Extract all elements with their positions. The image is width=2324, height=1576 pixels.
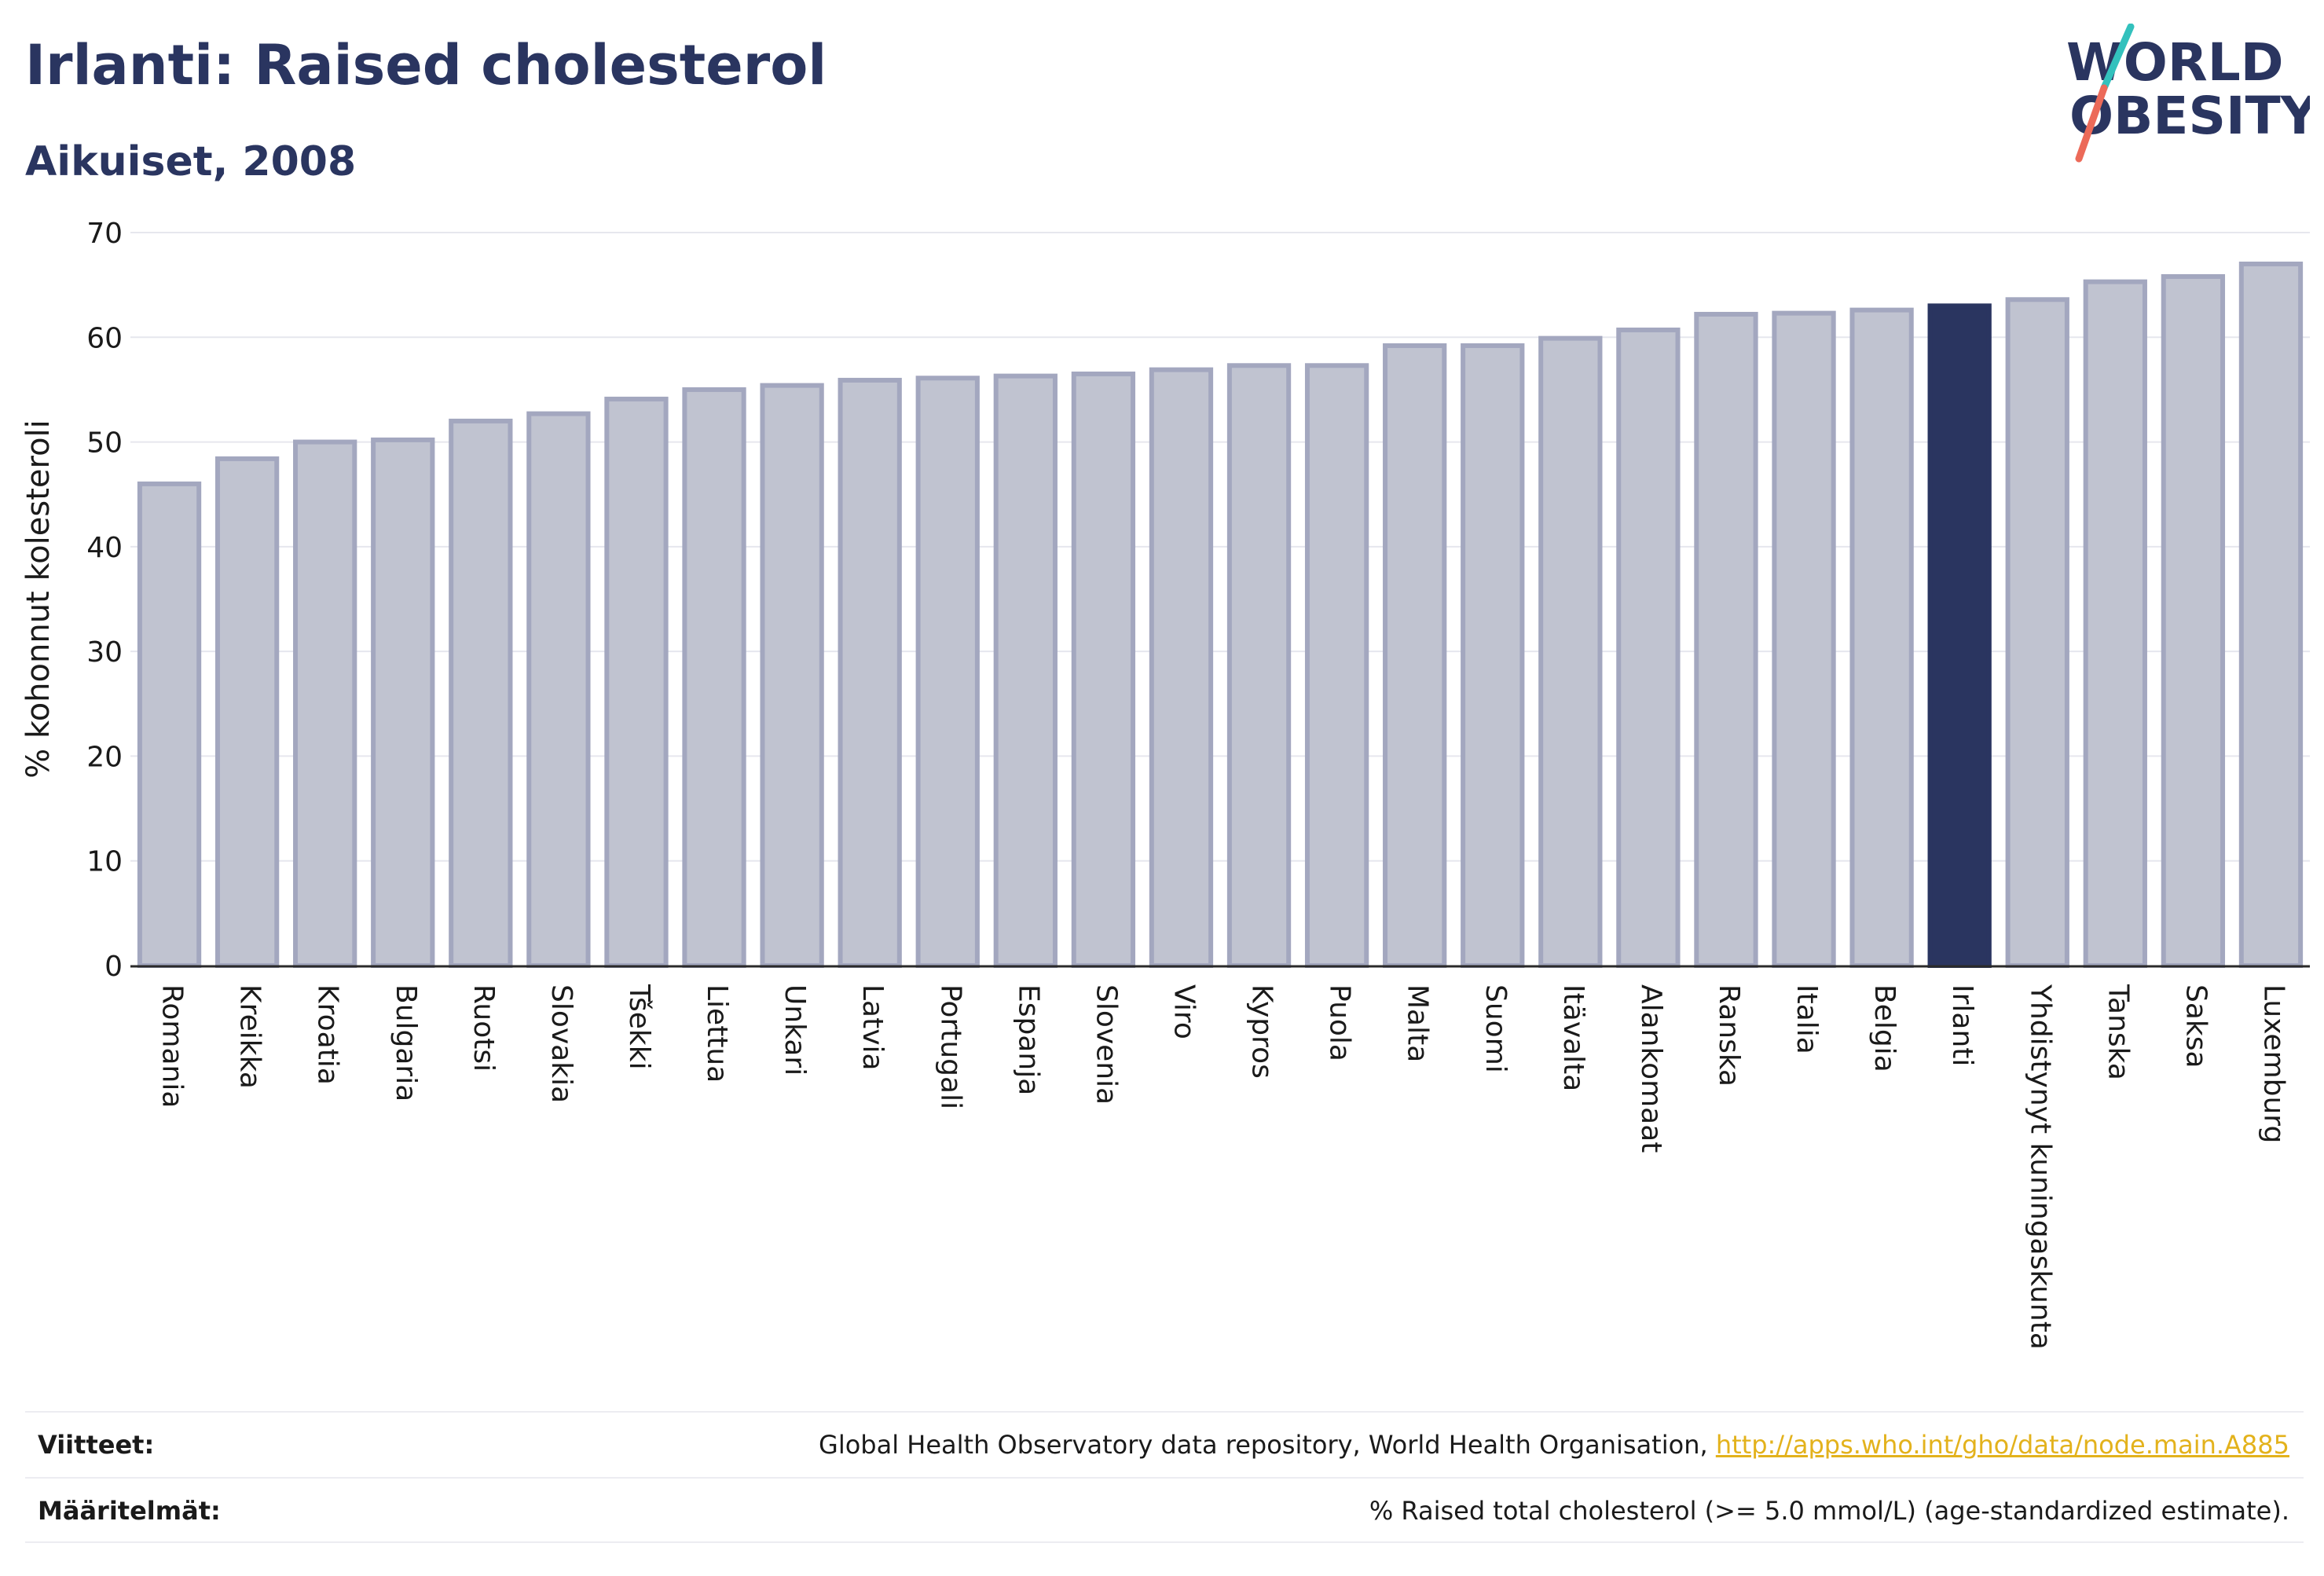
x-tick-label: Latvia: [856, 984, 889, 1071]
x-tick-label: Unkari: [779, 984, 811, 1076]
bar-itävalta: [1538, 335, 1603, 968]
logo-slash-bottom: [2075, 84, 2108, 163]
bar-latvia: [838, 377, 902, 968]
y-tick-label: 0: [104, 951, 123, 983]
bar-kroatia: [293, 439, 357, 968]
bar-espanja: [993, 373, 1058, 968]
bar-unkari: [760, 383, 824, 968]
x-tick-label: Liettua: [701, 984, 733, 1083]
bar-kypros: [1226, 363, 1292, 969]
sources-label: Viitteet:: [38, 1430, 155, 1460]
bar-belgia: [1849, 307, 1914, 969]
x-tick-label: Suomi: [1479, 984, 1512, 1073]
bar-ranska: [1694, 311, 1758, 969]
bar-chart: 0 10 20 30 40 50 60 70 Romania Kreikka Kroatia Bul…: [20, 218, 2310, 1350]
bar-tanska: [2083, 279, 2147, 968]
bar-ruotsi: [449, 418, 513, 968]
x-tick-label: Slovakia: [545, 984, 577, 1103]
bar-saksa: [2161, 273, 2226, 969]
bar-luxemburg: [2238, 261, 2304, 968]
x-tick-label: Yhdistynyt kuningaskunta: [2024, 984, 2056, 1350]
y-tick-label: 30: [86, 636, 123, 669]
x-tick-label: Tšekki: [623, 984, 655, 1070]
sources-text-wrap: Global Health Observatory data repositor…: [819, 1430, 2289, 1460]
footer-sources-row: Viitteet: Global Health Observatory data…: [25, 1430, 2304, 1464]
y-tick-label: 10: [86, 846, 123, 878]
x-tick-label: Belgia: [1868, 984, 1901, 1072]
bar-italia: [1772, 310, 1836, 968]
x-tick-labels: Romania Kreikka Kroatia Bulgaria Ruotsi Slova…: [156, 984, 2290, 1350]
y-tick-label: 20: [86, 741, 123, 773]
bar-irlanti: [1927, 303, 1992, 968]
x-tick-label: Irlanti: [1946, 984, 1978, 1066]
x-tick-label: Slovenia: [1090, 984, 1122, 1105]
page-subtitle: Aikuiset, 2008: [25, 138, 357, 185]
x-tick-label: Viro: [1167, 984, 1200, 1039]
definitions-text: % Raised total cholesterol (>= 5.0 mmol/…: [1369, 1496, 2289, 1526]
bar-malta: [1383, 343, 1447, 969]
world-obesity-logo: WORLD OBESITY: [2066, 24, 2310, 163]
definitions-label: Määritelmät:: [38, 1496, 221, 1526]
bar-romania: [137, 481, 202, 968]
y-tick-label: 70: [86, 218, 123, 250]
bar-slovenia: [1071, 371, 1136, 968]
footer-definitions-row: Määritelmät: % Raised total cholesterol …: [25, 1496, 2304, 1530]
logo-slash-top: [2100, 24, 2135, 92]
x-tick-label: Italia: [1791, 984, 1823, 1054]
x-tick-label: Kreikka: [234, 984, 266, 1089]
bar-viro: [1149, 367, 1214, 968]
footer-divider-top: [25, 1411, 2304, 1413]
y-tick-labels: 0 10 20 30 40 50 60 70: [86, 218, 123, 983]
footer-divider-middle: [25, 1477, 2304, 1479]
sources-link[interactable]: http://apps.who.int/gho/data/node.main.A…: [1715, 1430, 2289, 1460]
page-title: Irlanti: Raised cholesterol: [25, 33, 827, 97]
bar-slovakia: [526, 411, 591, 968]
bar-alankomaat: [1616, 327, 1681, 969]
x-tick-label: Tanska: [2102, 984, 2134, 1080]
logo-word-obesity: OBESITY: [2069, 86, 2310, 146]
bar-portugali: [915, 376, 980, 968]
x-tick-label: Puola: [1324, 984, 1356, 1061]
bar-liettua: [682, 387, 746, 968]
x-tick-label: Portugali: [934, 984, 966, 1109]
x-tick-label: Saksa: [2179, 984, 2212, 1068]
y-tick-label: 60: [86, 322, 123, 354]
x-tick-label: Itävalta: [1557, 984, 1589, 1091]
x-tick-label: Romania: [156, 984, 189, 1108]
x-tick-label: Espanja: [1012, 984, 1044, 1095]
bar-kreikka: [214, 456, 280, 968]
x-tick-label: Ruotsi: [467, 984, 500, 1072]
y-axis-title: % kohonnut kolesteroli: [20, 420, 57, 779]
y-tick-label: 50: [86, 427, 123, 460]
x-tick-label: Ranska: [1713, 984, 1745, 1087]
sources-text: Global Health Observatory data repositor…: [819, 1430, 1716, 1460]
footer-divider-bottom: [25, 1541, 2304, 1543]
bar-yhdistynyt-kuningaskunta: [2005, 297, 2069, 968]
x-tick-label: Malta: [1402, 984, 1434, 1062]
bar-bulgaria: [371, 437, 435, 968]
x-tick-label: Luxemburg: [2257, 984, 2289, 1143]
x-tick-label: Kypros: [1246, 984, 1278, 1079]
y-tick-label: 40: [86, 532, 123, 564]
x-tick-label: Bulgaria: [390, 984, 422, 1101]
bar-suomi: [1461, 343, 1525, 969]
x-tick-label: Alankomaat: [1635, 984, 1667, 1153]
x-tick-label: Kroatia: [312, 984, 344, 1085]
bar-puola: [1304, 363, 1369, 969]
bar-tšekki: [604, 396, 669, 969]
